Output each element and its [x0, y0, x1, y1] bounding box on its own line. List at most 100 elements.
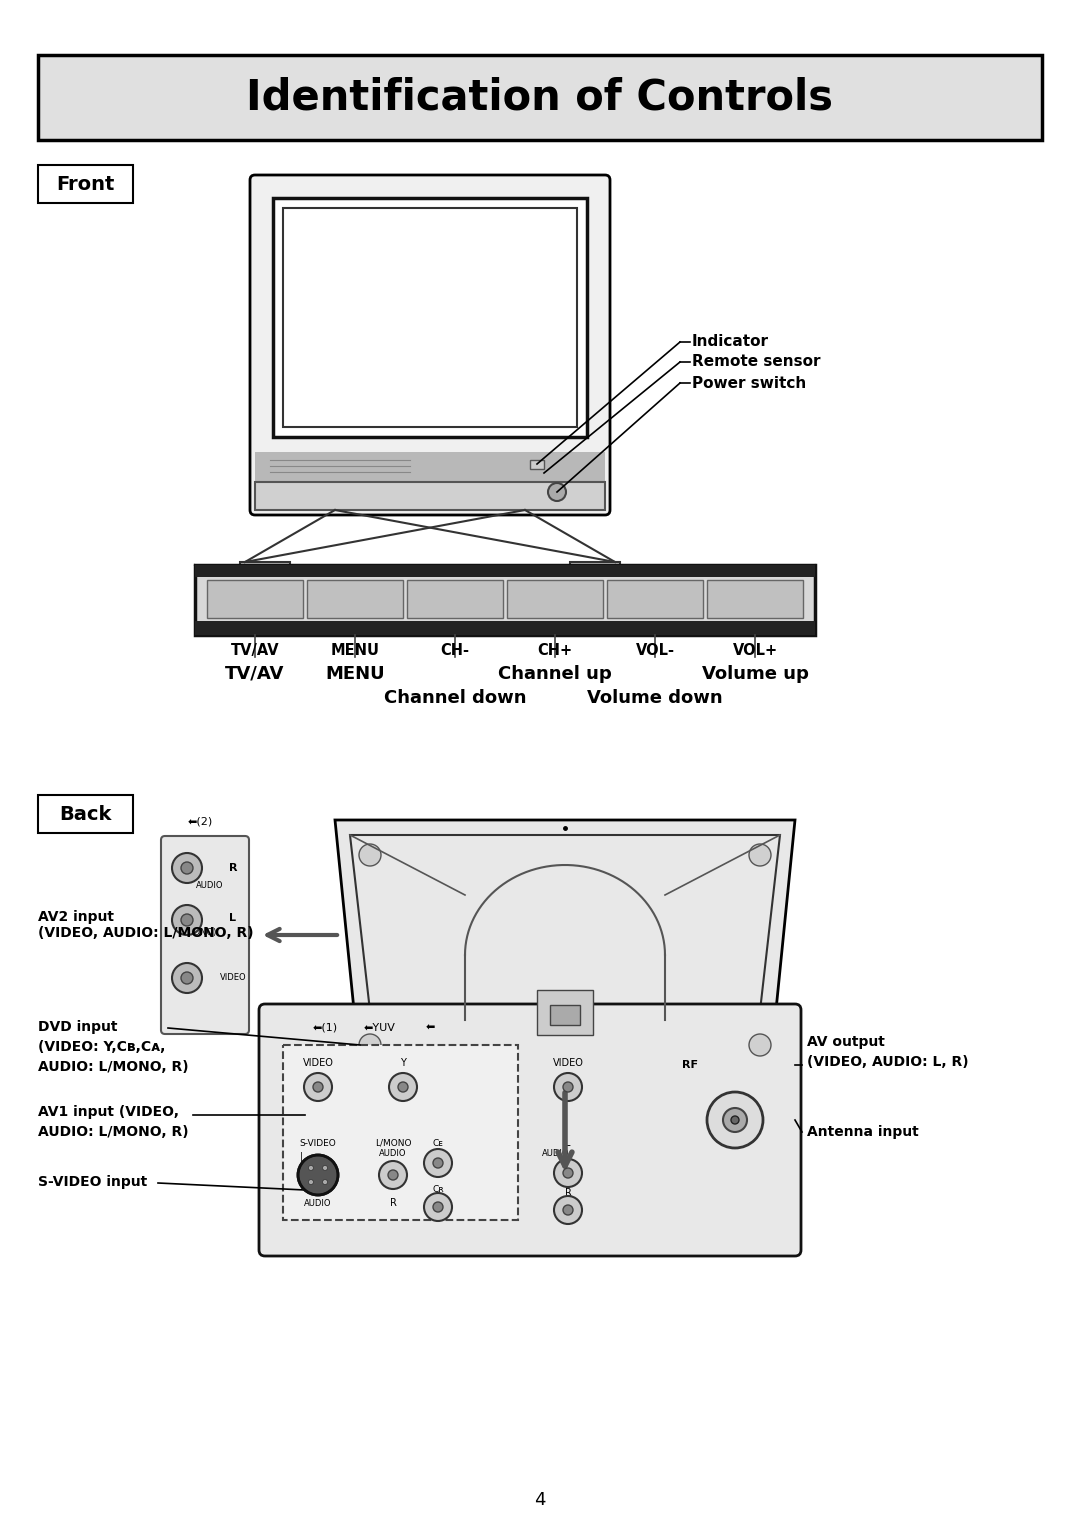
Text: ⬅(2): ⬅(2): [187, 817, 213, 828]
Text: AV1 input (VIDEO,: AV1 input (VIDEO,: [38, 1106, 179, 1119]
Bar: [283, 208, 577, 428]
Circle shape: [298, 1154, 338, 1196]
Text: Volume down: Volume down: [588, 689, 723, 707]
Text: Identification of Controls: Identification of Controls: [246, 76, 834, 118]
Text: Back: Back: [58, 805, 111, 823]
Bar: [195, 565, 815, 635]
Circle shape: [554, 1159, 582, 1186]
FancyBboxPatch shape: [249, 176, 610, 515]
Text: DVD input: DVD input: [38, 1020, 118, 1034]
Circle shape: [548, 483, 566, 501]
Text: L: L: [565, 1138, 570, 1148]
Circle shape: [309, 1165, 313, 1170]
Text: VOL+: VOL+: [732, 643, 778, 658]
Circle shape: [707, 1092, 762, 1148]
Text: Cᴇ: Cᴇ: [433, 1139, 444, 1147]
Circle shape: [389, 1073, 417, 1101]
Text: AUDIO: AUDIO: [379, 1148, 407, 1157]
Text: CH+: CH+: [538, 643, 572, 658]
Circle shape: [388, 1170, 399, 1180]
Circle shape: [433, 1202, 443, 1212]
Text: Power switch: Power switch: [692, 376, 807, 391]
Polygon shape: [570, 562, 620, 580]
Text: ⬅(1): ⬅(1): [312, 1023, 338, 1032]
Circle shape: [424, 1148, 453, 1177]
Text: Front: Front: [56, 174, 114, 194]
Bar: [507, 580, 603, 618]
Circle shape: [303, 1073, 332, 1101]
Bar: [607, 580, 703, 618]
Circle shape: [399, 1083, 408, 1092]
Bar: [255, 483, 605, 510]
Text: CH-: CH-: [441, 643, 470, 658]
Circle shape: [563, 1083, 573, 1092]
Text: Cʀ: Cʀ: [432, 1185, 444, 1194]
Text: (MONO): (MONO): [184, 927, 217, 936]
Text: AV output: AV output: [807, 1035, 885, 1049]
Text: AUDIO: L/MONO, R): AUDIO: L/MONO, R): [38, 1125, 189, 1139]
Bar: [283, 1044, 518, 1220]
Text: VIDEO: VIDEO: [553, 1058, 583, 1067]
Bar: [530, 460, 544, 469]
Polygon shape: [350, 835, 780, 1055]
Circle shape: [323, 1165, 327, 1170]
Text: |: |: [299, 1151, 302, 1162]
Text: Y: Y: [400, 1058, 406, 1067]
Circle shape: [181, 915, 193, 925]
FancyBboxPatch shape: [259, 1003, 801, 1257]
Text: Channel up: Channel up: [498, 664, 612, 683]
Text: AV2 input
(VIDEO, AUDIO: L/MONO, R): AV2 input (VIDEO, AUDIO: L/MONO, R): [38, 910, 254, 941]
Circle shape: [313, 1083, 323, 1092]
Text: AUDIO: L/MONO, R): AUDIO: L/MONO, R): [38, 1060, 189, 1073]
Text: AUDIO: AUDIO: [197, 881, 224, 890]
Bar: [307, 580, 403, 618]
Text: R: R: [390, 1199, 396, 1208]
Text: Indicator: Indicator: [692, 334, 769, 350]
Bar: [407, 580, 503, 618]
Circle shape: [172, 906, 202, 935]
Circle shape: [172, 854, 202, 883]
Bar: [38, 165, 133, 203]
Text: R: R: [229, 863, 238, 873]
Bar: [273, 199, 588, 437]
Circle shape: [424, 1193, 453, 1222]
Bar: [707, 580, 804, 618]
Bar: [38, 55, 1042, 140]
Text: Volume up: Volume up: [702, 664, 809, 683]
Circle shape: [723, 1109, 747, 1132]
Text: VIDEO: VIDEO: [219, 974, 246, 982]
Text: Antenna input: Antenna input: [807, 1125, 919, 1139]
Bar: [537, 989, 593, 1035]
Text: MENU: MENU: [330, 643, 379, 658]
Circle shape: [554, 1196, 582, 1225]
Bar: [207, 580, 303, 618]
Text: S-VIDEO: S-VIDEO: [299, 1139, 336, 1147]
Polygon shape: [240, 562, 291, 580]
Text: L: L: [229, 913, 237, 922]
Bar: [255, 452, 605, 483]
Text: TV/AV: TV/AV: [226, 664, 285, 683]
Circle shape: [323, 1179, 327, 1185]
Circle shape: [433, 1157, 443, 1168]
Text: Remote sensor: Remote sensor: [692, 354, 821, 370]
Text: VIDEO: VIDEO: [302, 1058, 334, 1067]
Text: Channel down: Channel down: [383, 689, 526, 707]
Circle shape: [172, 964, 202, 993]
Text: AUDIO: AUDIO: [542, 1148, 570, 1157]
Text: ⬅YUV: ⬅YUV: [364, 1023, 396, 1032]
Text: ⬅: ⬅: [426, 1023, 434, 1032]
Text: S-VIDEO input: S-VIDEO input: [38, 1174, 147, 1190]
Circle shape: [554, 1073, 582, 1101]
Circle shape: [309, 1179, 313, 1185]
Text: VOL-: VOL-: [635, 643, 675, 658]
Polygon shape: [345, 1070, 785, 1086]
Text: (VIDEO: Y,Cʙ,Cᴀ,: (VIDEO: Y,Cʙ,Cᴀ,: [38, 1040, 165, 1054]
Circle shape: [750, 844, 771, 866]
Circle shape: [750, 1034, 771, 1057]
Circle shape: [359, 1034, 381, 1057]
Text: R: R: [565, 1188, 571, 1199]
Bar: [38, 796, 133, 834]
Circle shape: [181, 863, 193, 873]
Text: RF: RF: [681, 1060, 698, 1070]
Text: MENU: MENU: [325, 664, 384, 683]
